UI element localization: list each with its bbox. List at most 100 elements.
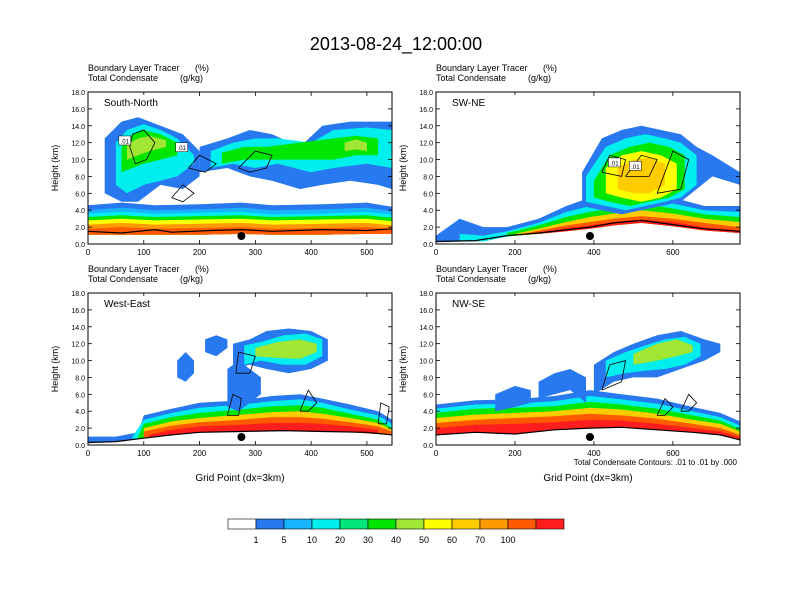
x-tick-label: 300	[249, 449, 263, 458]
y-tick-label: 12.0	[419, 141, 433, 148]
panels: Boundary Layer Tracer (%) Total Condensate…	[50, 63, 741, 484]
panel-label: NW-SE	[452, 299, 485, 310]
x-tick-label: 600	[666, 449, 680, 458]
x-tick-label: 500	[360, 248, 374, 257]
x-tick-label: 200	[193, 248, 207, 257]
contour-label: .01	[178, 146, 187, 152]
y-tick-label: 4.0	[423, 409, 433, 416]
subtitle-condensate: Total Condensate	[436, 274, 506, 284]
condensate-contour	[171, 184, 195, 203]
colorbar-swatch	[535, 518, 565, 530]
x-tick-label: 200	[508, 248, 522, 257]
condensate-contour	[680, 393, 698, 412]
colorbar-swatch	[395, 518, 425, 530]
colorbar-swatch	[451, 518, 481, 530]
colorbar-swatch	[255, 518, 285, 530]
x-tick-label: 200	[193, 449, 207, 458]
panel-data: .01 .01	[88, 117, 392, 235]
colorbar-label: 70	[475, 535, 485, 545]
y-tick-label: 14.0	[71, 325, 85, 332]
x-tick-label: 0	[434, 248, 439, 257]
condensate-contour	[601, 154, 626, 177]
subtitle-condensate: Total Condensate	[88, 274, 158, 284]
x-tick-label: 300	[249, 248, 263, 257]
panel-south-north: Boundary Layer Tracer (%) Total Condensate…	[50, 63, 393, 257]
colorbar-swatch	[227, 518, 257, 530]
y-tick-label: 18.0	[71, 90, 85, 97]
y-tick-label: 16.0	[71, 107, 85, 114]
x-tick-label: 0	[434, 449, 439, 458]
panel-label-bg	[448, 95, 524, 110]
condensate-contour	[601, 360, 627, 391]
tracer-layer	[221, 135, 379, 164]
x-tick-label: 400	[304, 449, 318, 458]
location-marker	[237, 433, 246, 441]
y-tick-label: 2.0	[423, 225, 433, 232]
condensate-contour	[299, 389, 318, 412]
y-tick-label: 18.0	[71, 291, 85, 298]
contour-label-box	[629, 161, 642, 171]
y-tick-label: 16.0	[419, 308, 433, 315]
y-tick-label: 0.0	[423, 443, 433, 450]
subtitle-condensate-unit: (g/kg)	[180, 73, 203, 83]
y-tick-label: 18.0	[419, 291, 433, 298]
y-tick-label: 8.0	[75, 375, 85, 382]
y-tick-label: 14.0	[419, 325, 433, 332]
condensate-contour	[188, 154, 218, 173]
y-tick-label: 4.0	[75, 208, 85, 215]
y-tick-label: 2.0	[75, 225, 85, 232]
panel-label-bg	[448, 296, 524, 311]
x-axis-label: Grid Point (dx=3km)	[195, 473, 284, 484]
tracer-layer	[344, 139, 367, 152]
y-tick-label: 8.0	[75, 174, 85, 181]
condensate-contour	[129, 129, 156, 165]
condensate-contour	[656, 397, 674, 416]
colorbar-swatch	[339, 518, 369, 530]
location-marker	[585, 433, 594, 441]
subtitle-condensate: Total Condensate	[88, 73, 158, 83]
contour-label: .01	[631, 165, 640, 171]
y-tick-label: 12.0	[419, 342, 433, 349]
x-tick-label: 600	[666, 248, 680, 257]
subtitle-tracer: Boundary Layer Tracer	[436, 264, 528, 274]
x-tick-label: 400	[304, 248, 318, 257]
subtitle-tracer-unit: (%)	[543, 264, 557, 274]
tracer-layer	[127, 135, 167, 160]
panel-sw-ne: Boundary Layer Tracer (%) Total Condensate…	[398, 63, 741, 257]
subtitle-tracer: Boundary Layer Tracer	[436, 63, 528, 73]
y-tick-label: 0.0	[75, 443, 85, 450]
y-tick-label: 0.0	[75, 242, 85, 249]
y-tick-label: 10.0	[419, 158, 433, 165]
colorbar-label: 10	[307, 535, 317, 545]
contour-label-box	[118, 135, 132, 146]
colorbar-label: 50	[419, 535, 429, 545]
subtitle-condensate: Total Condensate	[436, 73, 506, 83]
colorbar-swatch	[367, 518, 397, 530]
y-tick-label: 16.0	[419, 107, 433, 114]
condensate-contour	[656, 150, 690, 194]
y-tick-label: 14.0	[71, 124, 85, 131]
panel-data	[436, 331, 740, 441]
y-tick-label: 6.0	[75, 392, 85, 399]
y-tick-label: 6.0	[75, 191, 85, 198]
subtitle-condensate-unit: (g/kg)	[180, 274, 203, 284]
tracer-layer	[633, 339, 693, 365]
contour-label: .01	[610, 161, 619, 167]
tracer-layer	[538, 369, 586, 403]
x-tick-label: 400	[587, 449, 601, 458]
x-tick-label: 400	[587, 248, 601, 257]
tracer-layer	[255, 339, 317, 359]
x-tick-label: 100	[137, 248, 151, 257]
plot-frame	[435, 91, 741, 245]
tracer-layer	[177, 352, 194, 382]
location-marker	[585, 232, 594, 240]
y-tick-label: 12.0	[71, 342, 85, 349]
y-tick-label: 8.0	[423, 174, 433, 181]
panel-label: SW-NE	[452, 98, 485, 109]
y-tick-label: 4.0	[423, 208, 433, 215]
y-tick-label: 0.0	[423, 242, 433, 249]
panel-data	[88, 328, 392, 444]
colorbar-swatch	[507, 518, 537, 530]
colorbar-swatch	[479, 518, 509, 530]
tracer-layer	[205, 335, 228, 357]
